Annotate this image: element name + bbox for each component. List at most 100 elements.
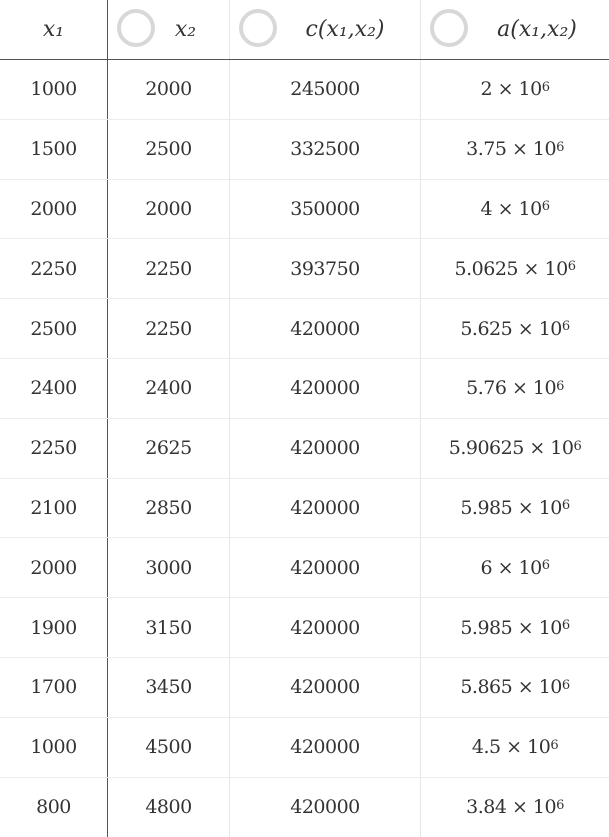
header-a-label: a(x₁,x₂) — [497, 17, 577, 42]
cell-a-mantissa: 5.865 × 10 — [460, 676, 562, 699]
cell-x1[interactable]: 2100 — [0, 478, 108, 538]
cell-a-exponent: 6 — [567, 259, 576, 275]
cell-a[interactable]: 4.5 × 10 6 — [421, 718, 609, 777]
cell-a-exponent: 6 — [541, 79, 550, 95]
cell-a-exponent: 6 — [541, 199, 550, 215]
cell-x1[interactable]: 1000 — [0, 60, 108, 119]
cell-a[interactable]: 3.84 × 10 6 — [421, 778, 609, 837]
cell-x1[interactable]: 1500 — [0, 119, 108, 179]
cell-x2-value: 2000 — [145, 197, 192, 220]
cell-x2[interactable]: 3000 — [108, 538, 230, 598]
header-x1-label: x₁ — [42, 17, 65, 42]
cell-x2[interactable]: 4500 — [108, 717, 230, 777]
x2-visibility-toggle[interactable] — [117, 9, 155, 47]
header-a: a(x₁,x₂) — [421, 0, 609, 59]
cell-c[interactable]: 420000 — [230, 598, 421, 657]
header-x2: x₂ — [108, 0, 230, 59]
cell-x2-value: 2250 — [145, 317, 192, 340]
cell-x2[interactable]: 2000 — [108, 60, 230, 119]
cell-a[interactable]: 2 × 10 6 — [421, 60, 609, 119]
cell-a-mantissa: 3.75 × 10 — [466, 138, 557, 161]
cell-x1[interactable]: 2250 — [0, 418, 108, 478]
a-visibility-toggle[interactable] — [430, 9, 468, 47]
cell-a[interactable]: 5.90625 × 10 6 — [421, 419, 609, 478]
cell-c[interactable]: 332500 — [230, 119, 421, 179]
cell-x2[interactable]: 4800 — [108, 777, 230, 837]
cell-x1-value: 2250 — [30, 437, 77, 460]
table-row: 2000 3000 420000 6 × 10 6 — [0, 538, 609, 599]
cell-c[interactable]: 420000 — [230, 657, 421, 717]
cell-a-mantissa: 2 × 10 — [480, 78, 542, 101]
cell-x1[interactable]: 2250 — [0, 239, 108, 299]
cell-x2[interactable]: 2850 — [108, 478, 230, 538]
cell-x1[interactable]: 2000 — [0, 538, 108, 598]
cell-x2[interactable]: 3150 — [108, 598, 230, 657]
cell-x2[interactable]: 2250 — [108, 299, 230, 358]
cell-x1[interactable]: 2000 — [0, 179, 108, 239]
cell-x2[interactable]: 2625 — [108, 418, 230, 478]
cell-c[interactable]: 420000 — [230, 717, 421, 777]
cell-a-exponent: 6 — [561, 319, 570, 335]
cell-x1[interactable]: 1900 — [0, 598, 108, 657]
cell-x2[interactable]: 2500 — [108, 119, 230, 179]
table-row: 1700 3450 420000 5.865 × 10 6 — [0, 657, 609, 718]
cell-a[interactable]: 3.75 × 10 6 — [421, 120, 609, 179]
cell-c-value: 350000 — [290, 197, 360, 220]
cell-x1-value: 1000 — [30, 736, 77, 759]
cell-x2-value: 2000 — [145, 78, 192, 101]
cell-x1-value: 2000 — [30, 556, 77, 579]
cell-a[interactable]: 5.865 × 10 6 — [421, 658, 609, 717]
cell-x1[interactable]: 1700 — [0, 657, 108, 717]
cell-x1-value: 1500 — [30, 138, 77, 161]
cell-a[interactable]: 5.985 × 10 6 — [421, 598, 609, 657]
cell-a[interactable]: 6 × 10 6 — [421, 538, 609, 597]
cell-x2-value: 2625 — [145, 437, 192, 460]
table-header: x₁ x₂ c(x₁,x₂) a(x₁,x₂) — [0, 0, 609, 60]
cell-a[interactable]: 4 × 10 6 — [421, 180, 609, 239]
cell-c-value: 420000 — [290, 496, 360, 519]
cell-x1[interactable]: 1000 — [0, 717, 108, 777]
cell-a[interactable]: 5.76 × 10 6 — [421, 359, 609, 418]
cell-x1[interactable]: 2400 — [0, 358, 108, 418]
cell-a-mantissa: 5.985 × 10 — [460, 616, 562, 639]
cell-x1-value: 2000 — [30, 197, 77, 220]
cell-c[interactable]: 420000 — [230, 299, 421, 358]
cell-x2[interactable]: 2000 — [108, 179, 230, 239]
cell-c-value: 393750 — [290, 257, 360, 280]
cell-a-mantissa: 6 × 10 — [480, 556, 542, 579]
cell-a-exponent: 6 — [556, 797, 564, 813]
cell-x1[interactable]: 2500 — [0, 299, 108, 358]
cell-a-mantissa: 5.625 × 10 — [460, 317, 562, 340]
cell-a-mantissa: 5.76 × 10 — [466, 377, 557, 400]
cell-x2-value: 3150 — [145, 616, 192, 639]
cell-x2[interactable]: 3450 — [108, 657, 230, 717]
cell-c[interactable]: 420000 — [230, 478, 421, 538]
cell-c[interactable]: 420000 — [230, 777, 421, 837]
cell-a-exponent: 6 — [561, 618, 570, 634]
header-x2-label: x₂ — [174, 17, 197, 42]
cell-x2-value: 3000 — [145, 556, 192, 579]
cell-c[interactable]: 420000 — [230, 358, 421, 418]
cell-x1-value: 2100 — [30, 496, 77, 519]
cell-c[interactable]: 420000 — [230, 418, 421, 478]
cell-c[interactable]: 245000 — [230, 60, 421, 119]
cell-c[interactable]: 393750 — [230, 239, 421, 299]
cell-a[interactable]: 5.0625 × 10 6 — [421, 239, 609, 298]
cell-a[interactable]: 5.625 × 10 6 — [421, 299, 609, 358]
cell-x2-value: 2400 — [145, 377, 192, 400]
header-c-label: c(x₁,x₂) — [305, 17, 385, 42]
cell-a-exponent: 6 — [550, 737, 559, 753]
header-c: c(x₁,x₂) — [230, 0, 421, 59]
cell-a[interactable]: 5.985 × 10 6 — [421, 479, 609, 538]
cell-c-value: 420000 — [290, 796, 360, 819]
cell-a-mantissa: 5.985 × 10 — [460, 496, 562, 519]
c-visibility-toggle[interactable] — [239, 9, 277, 47]
cell-c[interactable]: 420000 — [230, 538, 421, 598]
cell-x1[interactable]: 800 — [0, 777, 108, 837]
cell-x2[interactable]: 2250 — [108, 239, 230, 299]
cell-a-mantissa: 5.90625 × 10 — [448, 437, 574, 460]
cell-c[interactable]: 350000 — [230, 179, 421, 239]
cell-x2[interactable]: 2400 — [108, 358, 230, 418]
cell-x2-value: 2850 — [145, 496, 192, 519]
table-row: 2250 2625 420000 5.90625 × 10 6 — [0, 418, 609, 479]
